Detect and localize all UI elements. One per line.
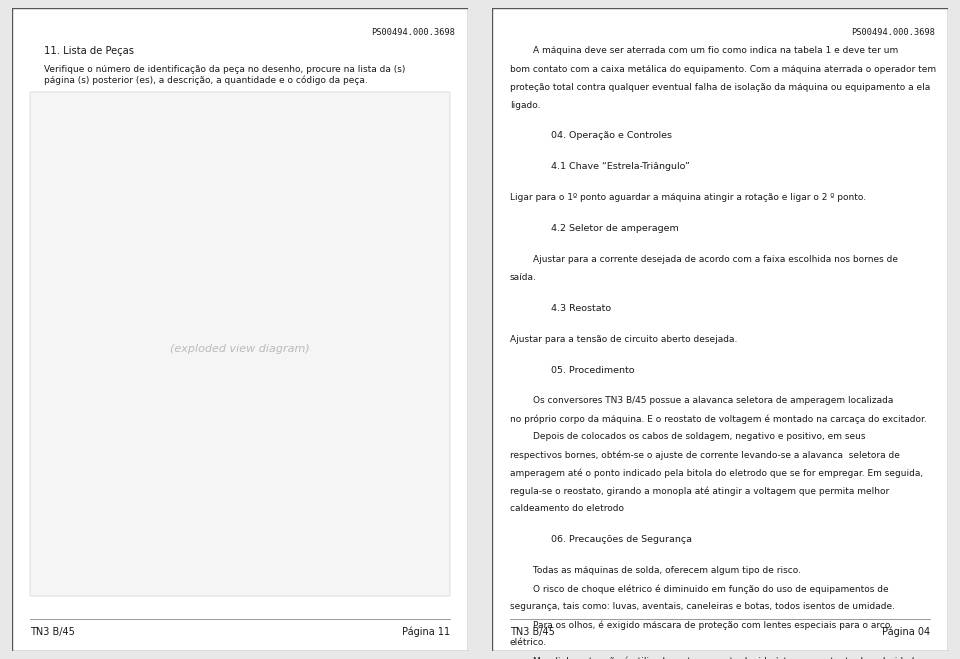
Text: amperagem até o ponto indicado pela bitola do eletrodo que se for empregar. Em s: amperagem até o ponto indicado pela bito…: [510, 469, 923, 478]
Text: Ajustar para a tensão de circuito aberto desejada.: Ajustar para a tensão de circuito aberto…: [510, 335, 737, 343]
Text: Ligar para o 1º ponto aguardar a máquina atingir a rotação e ligar o 2 º ponto.: Ligar para o 1º ponto aguardar a máquina…: [510, 193, 866, 202]
Text: bom contato com a caixa metálica do equipamento. Com a máquina aterrada o operad: bom contato com a caixa metálica do equi…: [510, 65, 936, 74]
FancyBboxPatch shape: [492, 8, 948, 651]
Text: Página 11: Página 11: [402, 627, 450, 637]
Text: 11. Lista de Peças: 11. Lista de Peças: [43, 47, 133, 57]
Text: 05. Procedimento: 05. Procedimento: [551, 366, 635, 374]
Text: PS00494.000.3698: PS00494.000.3698: [851, 28, 935, 38]
Text: 4.1 Chave “Estrela-Triângulo”: 4.1 Chave “Estrela-Triângulo”: [551, 162, 690, 171]
Text: PS00494.000.3698: PS00494.000.3698: [371, 28, 455, 38]
Text: elétrico.: elétrico.: [510, 638, 547, 647]
Text: Mundialmente, não é utilizado o aterramento devido à troca constante de polarida: Mundialmente, não é utilizado o aterrame…: [510, 656, 920, 659]
Text: proteção total contra qualquer eventual falha de isolação da máquina ou equipame: proteção total contra qualquer eventual …: [510, 82, 930, 92]
FancyBboxPatch shape: [12, 8, 468, 651]
Text: regula-se o reostato, girando a monopla até atingir a voltagem que permita melho: regula-se o reostato, girando a monopla …: [510, 486, 889, 496]
Text: (exploded view diagram): (exploded view diagram): [170, 344, 310, 354]
Text: Todas as máquinas de solda, oferecem algum tipo de risco.: Todas as máquinas de solda, oferecem alg…: [510, 566, 801, 575]
Text: no próprio corpo da máquina. E o reostato de voltagem é montado na carcaça do ex: no próprio corpo da máquina. E o reostat…: [510, 415, 926, 424]
Text: 4.3 Reostato: 4.3 Reostato: [551, 304, 612, 313]
Text: 04. Operação e Controles: 04. Operação e Controles: [551, 131, 672, 140]
Text: Depois de colocados os cabos de soldagem, negativo e positivo, em seus: Depois de colocados os cabos de soldagem…: [510, 432, 865, 442]
Text: TN3 B/45: TN3 B/45: [30, 627, 75, 637]
Text: O risco de choque elétrico é diminuido em função do uso de equipamentos de: O risco de choque elétrico é diminuido e…: [510, 584, 888, 594]
Text: Ajustar para a corrente desejada de acordo com a faixa escolhida nos bornes de: Ajustar para a corrente desejada de acor…: [510, 255, 898, 264]
Text: segurança, tais como: luvas, aventais, caneleiras e botas, todos isentos de umid: segurança, tais como: luvas, aventais, c…: [510, 602, 895, 611]
Text: Verifique o número de identificação da peça no desenho, procure na lista da (s): Verifique o número de identificação da p…: [43, 65, 405, 74]
Text: Para os olhos, é exigido máscara de proteção com lentes especiais para o arco: Para os olhos, é exigido máscara de prot…: [510, 620, 890, 630]
Text: Página 04: Página 04: [882, 627, 930, 637]
Text: Os conversores TN3 B/45 possue a alavanca seletora de amperagem localizada: Os conversores TN3 B/45 possue a alavanc…: [510, 397, 893, 405]
Text: A máquina deve ser aterrada com um fio como indica na tabela 1 e deve ter um: A máquina deve ser aterrada com um fio c…: [510, 47, 898, 55]
Text: saída.: saída.: [510, 273, 537, 282]
Text: TN3 B/45: TN3 B/45: [510, 627, 555, 637]
FancyBboxPatch shape: [30, 92, 450, 596]
Text: ligado.: ligado.: [510, 101, 540, 109]
Text: página (s) posterior (es), a descrição, a quantidade e o código da peça.: página (s) posterior (es), a descrição, …: [43, 75, 368, 85]
Text: 4.2 Seletor de amperagem: 4.2 Seletor de amperagem: [551, 224, 679, 233]
Text: caldeamento do eletrodo: caldeamento do eletrodo: [510, 504, 624, 513]
Text: 06. Precauções de Segurança: 06. Precauções de Segurança: [551, 535, 692, 544]
Text: respectivos bornes, obtém-se o ajuste de corrente levando-se a alavanca  seletor: respectivos bornes, obtém-se o ajuste de…: [510, 450, 900, 460]
